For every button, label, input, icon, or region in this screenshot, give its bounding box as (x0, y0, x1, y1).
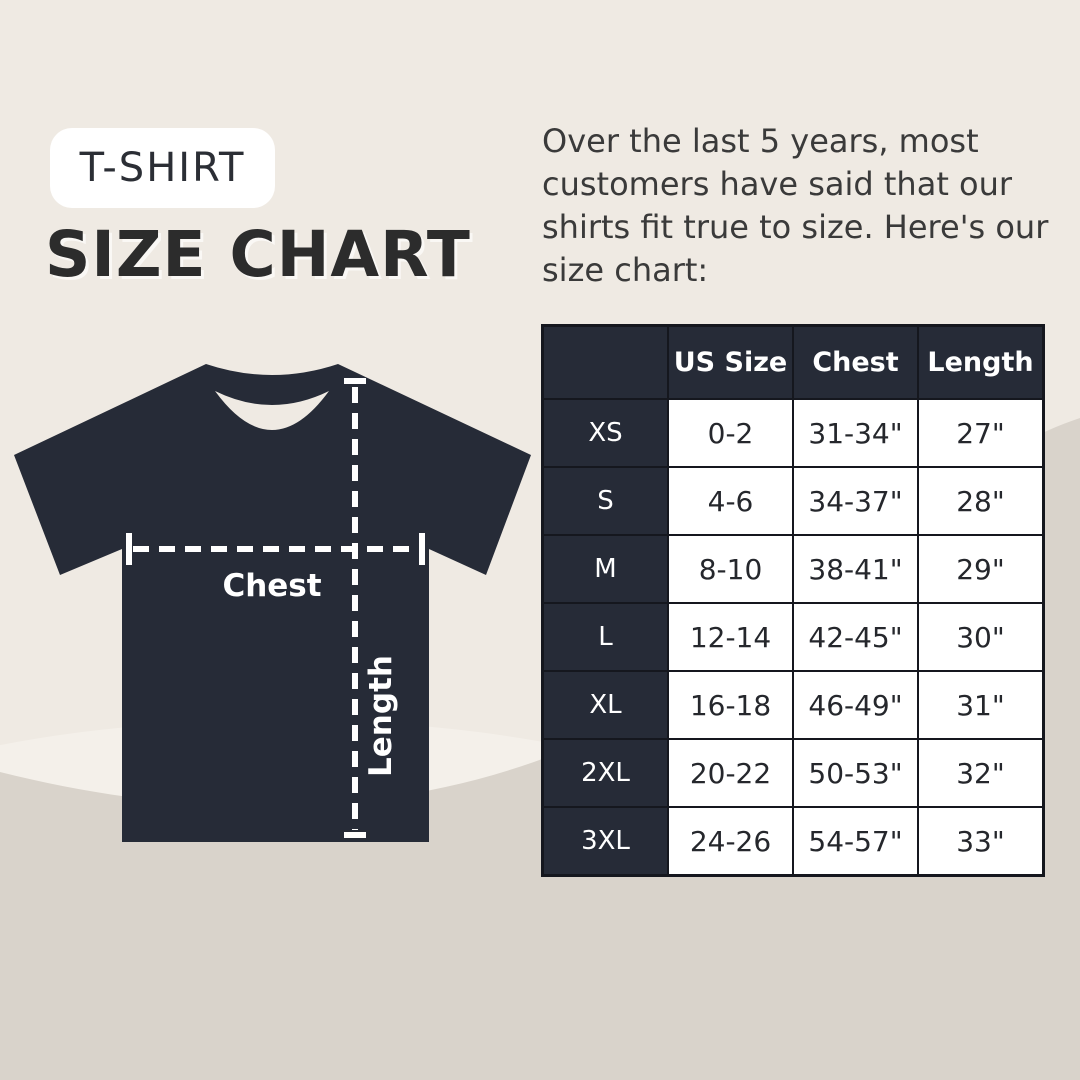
cell-l-chest: 42-45" (794, 604, 917, 670)
cell-l-us: 12-14 (669, 604, 792, 670)
table-header-length: Length (919, 327, 1042, 398)
row-label-2xl: 2XL (544, 740, 667, 806)
table-header-us-size: US Size (669, 327, 792, 398)
table-corner-cell (544, 327, 667, 398)
cell-2xl-chest: 50-53" (794, 740, 917, 806)
background-bottom-wave (0, 418, 1080, 1080)
intro-line: size chart: (542, 251, 709, 289)
row-label-xs: XS (544, 400, 667, 466)
intro-line: shirts fit true to size. Here's our (542, 208, 1049, 246)
cell-3xl-us: 24-26 (669, 808, 792, 874)
cell-xl-chest: 46-49" (794, 672, 917, 738)
size-table: US Size Chest Length XS 0-2 31-34" 27" S… (541, 324, 1045, 877)
tshirt-illustration (14, 364, 531, 842)
chest-label: Chest (222, 568, 321, 604)
cell-xs-length: 27" (919, 400, 1042, 466)
cell-3xl-length: 33" (919, 808, 1042, 874)
length-label: Length (363, 655, 399, 777)
cell-xl-us: 16-18 (669, 672, 792, 738)
chest-measure-line (126, 533, 425, 565)
cell-xs-chest: 31-34" (794, 400, 917, 466)
cell-2xl-length: 32" (919, 740, 1042, 806)
cell-m-length: 29" (919, 536, 1042, 602)
table-header-chest: Chest (794, 327, 917, 398)
row-label-s: S (544, 468, 667, 534)
tshirt-badge: T-SHIRT (50, 128, 275, 208)
intro-text: Over the last 5 years, most customers ha… (542, 120, 1048, 292)
cell-s-us: 4-6 (669, 468, 792, 534)
tshirt-neckline (215, 391, 329, 430)
tshirt-badge-label: T-SHIRT (79, 145, 246, 191)
cell-m-chest: 38-41" (794, 536, 917, 602)
row-label-m: M (544, 536, 667, 602)
cell-2xl-us: 20-22 (669, 740, 792, 806)
cell-xl-length: 31" (919, 672, 1042, 738)
row-label-3xl: 3XL (544, 808, 667, 874)
row-label-xl: XL (544, 672, 667, 738)
intro-line: customers have said that our (542, 165, 1013, 203)
cell-l-length: 30" (919, 604, 1042, 670)
page-title: SIZE CHART (45, 218, 471, 291)
length-measure-line (344, 378, 366, 838)
cell-m-us: 8-10 (669, 536, 792, 602)
cell-s-length: 28" (919, 468, 1042, 534)
intro-line: Over the last 5 years, most (542, 122, 979, 160)
cell-xs-us: 0-2 (669, 400, 792, 466)
row-label-l: L (544, 604, 667, 670)
cell-s-chest: 34-37" (794, 468, 917, 534)
cell-3xl-chest: 54-57" (794, 808, 917, 874)
